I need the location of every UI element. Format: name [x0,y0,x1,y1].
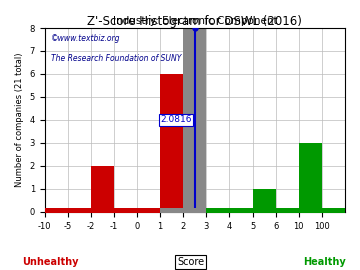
Bar [299,143,322,212]
Text: ©www.textbiz.org: ©www.textbiz.org [51,33,120,42]
Text: Industry: Electronic Component: Industry: Electronic Component [113,16,277,26]
Bar [253,189,276,212]
Text: Score: Score [177,257,204,267]
Text: Healthy: Healthy [303,257,345,267]
Bar [183,28,206,212]
Text: Unhealthy: Unhealthy [22,257,78,267]
Text: The Research Foundation of SUNY: The Research Foundation of SUNY [51,54,181,63]
Bar [91,166,114,212]
Bar [160,74,183,212]
Title: Z'-Score Histogram for DSWL (2016): Z'-Score Histogram for DSWL (2016) [87,15,302,28]
Y-axis label: Number of companies (21 total): Number of companies (21 total) [15,53,24,187]
Text: 2.0816: 2.0816 [160,116,192,124]
